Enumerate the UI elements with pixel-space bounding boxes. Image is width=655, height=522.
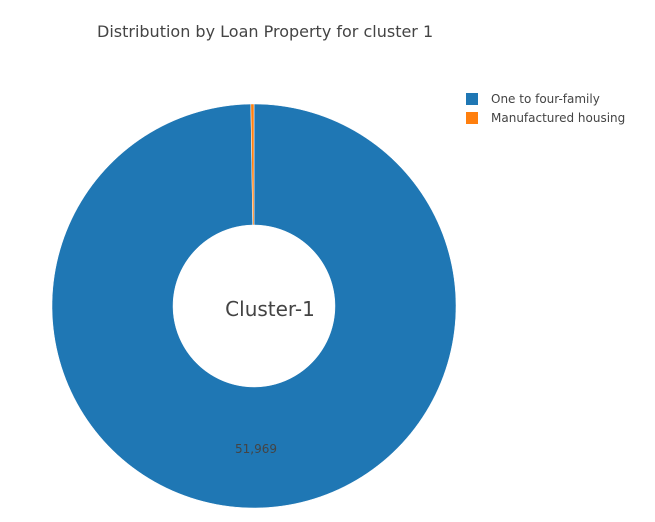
legend-item-one-to-four-family[interactable]: One to four-family bbox=[466, 92, 600, 106]
slice-one-to-four-family[interactable] bbox=[51, 103, 457, 509]
slice-manufactured-housing[interactable] bbox=[250, 103, 255, 226]
legend-item-manufactured-housing[interactable]: Manufactured housing bbox=[466, 111, 625, 125]
legend-swatch bbox=[466, 93, 478, 105]
legend: One to four-family Manufactured housing bbox=[466, 92, 625, 125]
donut-slices: 51,969 bbox=[51, 103, 457, 509]
legend-label: Manufactured housing bbox=[491, 111, 625, 125]
legend-label: One to four-family bbox=[491, 92, 600, 106]
chart-title: Distribution by Loan Property for cluste… bbox=[97, 22, 433, 41]
slice-value-label: 51,969 bbox=[235, 442, 277, 456]
center-label: Cluster-1 bbox=[225, 297, 315, 321]
legend-swatch bbox=[466, 112, 478, 124]
